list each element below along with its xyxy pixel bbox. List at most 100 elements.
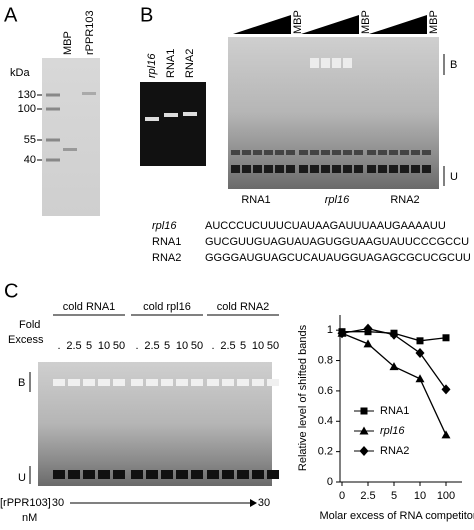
free-band <box>354 150 363 155</box>
marker <box>441 384 451 395</box>
free-band <box>146 470 158 479</box>
free-band <box>389 150 398 155</box>
protein-value: 30 <box>52 497 64 509</box>
lane-label: rpl16 <box>146 53 158 78</box>
lane-label: RNA2 <box>184 49 196 78</box>
bound-band <box>252 379 264 386</box>
protein-value: · <box>39 497 43 509</box>
free-band <box>253 150 262 155</box>
protein-band <box>82 92 96 95</box>
bound-band <box>83 379 95 386</box>
free-band <box>310 165 319 173</box>
marker-label: 40 <box>24 154 36 166</box>
free-band <box>98 470 110 479</box>
marker <box>415 347 425 358</box>
bound-band <box>310 58 319 68</box>
sequence: GGGGAUGUAGCUCAUAUGGUAGAGCGCUCGCUU <box>205 252 471 264</box>
bound-band <box>332 58 341 68</box>
free-band <box>411 165 420 173</box>
lane-label: MBP <box>62 31 74 55</box>
free-band <box>343 150 352 155</box>
bound-band <box>131 379 143 386</box>
free-band <box>207 470 219 479</box>
sequence: GUCGUUGUAGUAUAGUGGUAAGUAUUCCCGCCU <box>205 236 469 248</box>
free-band <box>286 150 295 155</box>
competitor-label: MBP <box>360 10 372 34</box>
group-label: RNA2 <box>390 194 419 206</box>
marker <box>389 329 399 340</box>
free-band <box>113 470 125 479</box>
free-band <box>68 470 80 479</box>
free-band <box>378 150 387 155</box>
bound-band <box>207 379 219 386</box>
marker <box>442 334 450 342</box>
x-tick-label: 0 <box>339 490 345 502</box>
free-band <box>321 150 330 155</box>
fold-value: 2.5 <box>144 340 159 352</box>
sequence-name: RNA1 <box>152 236 181 248</box>
sequence: AUCCCUCUUUCUAUAAGAUUUAAUGAAAAUU <box>205 220 446 232</box>
arrowhead <box>250 499 257 507</box>
free-band <box>231 150 240 155</box>
gradient-triangle <box>233 15 291 34</box>
free-band <box>275 150 284 155</box>
free-band <box>343 165 352 173</box>
free-band <box>389 165 398 173</box>
bound-band <box>68 379 80 386</box>
marker <box>441 430 451 439</box>
fold-value: 5 <box>86 340 92 352</box>
legend-label: RNA1 <box>380 405 409 417</box>
y-tick-label: 0.6 <box>318 385 333 397</box>
x-tick-label: 5 <box>391 490 397 502</box>
competitor-label: MBP <box>428 10 440 34</box>
free-band <box>400 150 409 155</box>
x-tick-label: 100 <box>437 490 455 502</box>
fold-value: 5 <box>240 340 246 352</box>
free-band <box>264 165 273 173</box>
free-band <box>222 470 234 479</box>
y-tick-label: 1 <box>327 324 333 336</box>
panel-label: B <box>140 4 153 26</box>
competitor-label: MBP <box>292 10 304 34</box>
x-tick-label: 2.5 <box>360 490 375 502</box>
free-band <box>299 150 308 155</box>
free-band <box>252 470 264 479</box>
free-band <box>231 165 240 173</box>
bound-band <box>98 379 110 386</box>
legend-label: RNA2 <box>380 445 409 457</box>
free-band <box>400 165 409 173</box>
rna-band <box>183 112 197 116</box>
marker-label: 55 <box>24 134 36 146</box>
free-band <box>161 470 173 479</box>
legend-label: rpl16 <box>380 425 405 437</box>
marker-label: 130 <box>18 89 36 101</box>
legend-marker <box>359 426 369 435</box>
free-band <box>367 165 376 173</box>
marker-label: 100 <box>18 103 36 115</box>
free-band <box>286 165 295 173</box>
y-tick-label: 0 <box>327 476 333 488</box>
bound-band <box>237 379 249 386</box>
protein-band <box>63 148 77 151</box>
marker <box>389 362 399 371</box>
gel-a <box>42 58 100 216</box>
lane-label: rPPR103 <box>84 10 96 55</box>
marker <box>363 339 373 348</box>
free-band <box>267 470 279 479</box>
free-band <box>332 165 341 173</box>
fold-value: 10 <box>98 340 110 352</box>
marker <box>415 374 425 383</box>
gel-b-small <box>140 82 206 166</box>
free-band <box>354 165 363 173</box>
fold-value: 10 <box>176 340 188 352</box>
bound-band <box>267 379 279 386</box>
fold-value: 2.5 <box>220 340 235 352</box>
lane-label: RNA1 <box>165 49 177 78</box>
series-line <box>341 332 447 436</box>
fold-value: 2.5 <box>66 340 81 352</box>
bound-band <box>191 379 203 386</box>
fold-value: 50 <box>267 340 279 352</box>
fold-value: . <box>57 340 60 352</box>
y-tick-label: 0.2 <box>318 446 333 458</box>
free-band <box>253 165 262 173</box>
